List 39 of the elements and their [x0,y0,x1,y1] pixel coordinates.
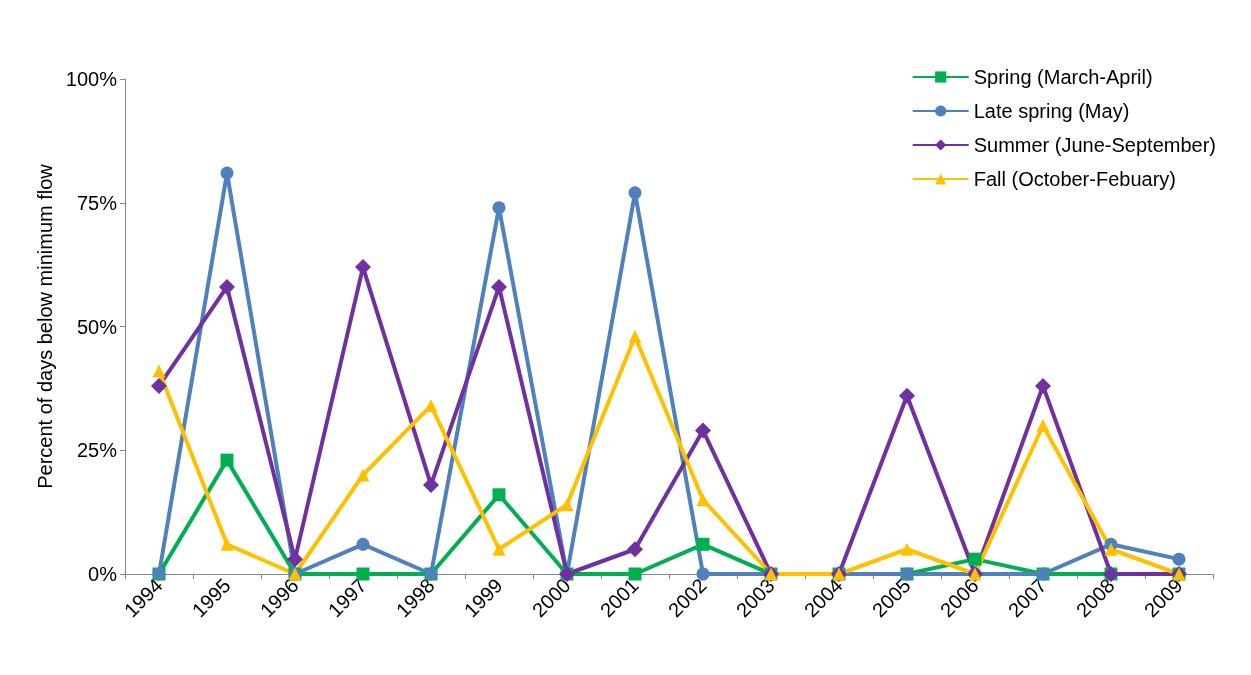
point [899,387,915,404]
point [560,498,574,512]
y-axis-title: Percent of days below minimum flow [33,163,56,489]
point [220,537,234,551]
y-tick-label: 0% [88,563,118,585]
legend-label: Summer (June-September) [973,134,1217,156]
point [900,542,914,556]
point [492,488,506,502]
point [220,453,234,467]
legend-label: Fall (October-Febuary) [973,168,1176,190]
point [1172,552,1186,566]
point [424,399,438,413]
point [1035,377,1051,394]
y-tick-label: 50% [76,315,118,338]
point [356,468,370,482]
point [628,186,642,200]
point [628,567,642,581]
point [968,552,982,566]
point [219,278,235,295]
point [152,364,166,378]
point [1036,419,1050,432]
point [696,537,710,551]
y-tick-label: 75% [76,191,118,214]
point [696,493,710,507]
point [491,278,507,295]
legend-label: Late spring (May) [973,100,1130,122]
point [220,166,234,180]
point [151,377,167,394]
y-tick-label: 100% [65,68,118,90]
point [1104,542,1118,556]
point [695,422,711,439]
legend-label: Spring (March-April) [973,66,1153,88]
point [492,542,506,556]
point [423,476,439,493]
point [628,329,642,343]
point [356,537,370,551]
point [627,541,643,558]
y-tick-label: 25% [76,439,118,462]
point [492,201,506,215]
